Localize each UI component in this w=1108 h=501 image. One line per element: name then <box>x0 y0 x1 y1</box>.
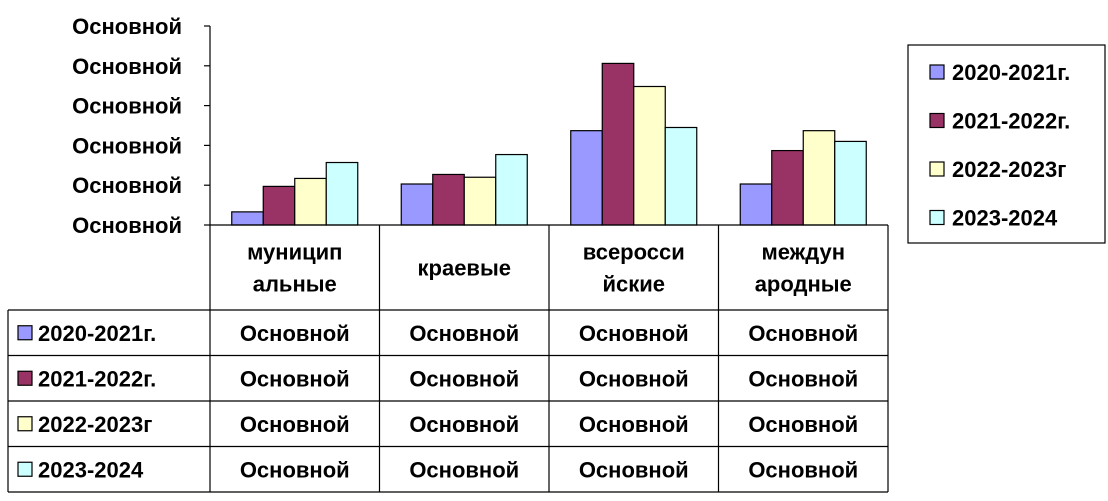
legend-swatch <box>929 161 945 177</box>
bar <box>495 153 528 226</box>
table-row-label: 2020-2021г. <box>38 321 156 346</box>
x-tick-label: альные <box>253 272 337 297</box>
data-label: Основной <box>748 457 858 482</box>
bar <box>739 183 773 226</box>
legend-swatch <box>929 112 945 129</box>
y-tick-label: Основной <box>72 14 182 39</box>
bar <box>802 130 836 226</box>
data-label: Основной <box>579 366 689 391</box>
data-label: Основной <box>240 457 350 482</box>
bar <box>601 62 635 226</box>
bar <box>771 149 804 226</box>
legend-swatch <box>929 64 945 80</box>
data-label: Основной <box>748 366 858 391</box>
y-tick-label: Основной <box>72 133 182 158</box>
data-label: Основной <box>240 366 350 391</box>
bar <box>400 183 434 226</box>
data-label: Основной <box>409 366 519 391</box>
x-tick-label: всеросси <box>583 240 685 265</box>
y-tick-label: Основной <box>72 213 182 238</box>
data-label: Основной <box>579 412 689 437</box>
table-row-label: 2022-2023г <box>38 412 152 437</box>
data-label: Основной <box>409 321 519 346</box>
x-tick-label: краевые <box>418 256 511 281</box>
table-legend-key <box>17 370 33 386</box>
data-label: Основной <box>748 321 858 346</box>
table-row-label: 2023-2024 <box>38 457 144 482</box>
x-tick-label: йские <box>602 272 665 297</box>
x-tick-label: ародные <box>755 272 852 297</box>
table-row-label: 2021-2022г. <box>38 366 156 391</box>
legend-label: 2022-2023г <box>952 157 1066 182</box>
legend-label: 2021-2022г. <box>952 109 1070 134</box>
legend-label: 2020-2021г. <box>952 60 1070 85</box>
table-legend-key <box>17 416 33 432</box>
data-label: Основной <box>579 321 689 346</box>
data-label: Основной <box>409 412 519 437</box>
bar <box>262 185 296 226</box>
y-tick-label: Основной <box>72 54 182 79</box>
bar <box>432 173 465 226</box>
legend-swatch <box>929 209 945 226</box>
data-label: Основной <box>748 412 858 437</box>
bar <box>463 176 497 226</box>
data-label: Основной <box>579 457 689 482</box>
bar <box>570 130 603 226</box>
table-legend-key <box>17 325 33 341</box>
legend-label: 2023-2024 <box>952 206 1058 231</box>
bar <box>294 177 327 226</box>
bar <box>633 85 666 226</box>
data-label: Основной <box>240 321 350 346</box>
bar <box>325 161 359 226</box>
y-tick-label: Основной <box>72 173 182 198</box>
bar <box>231 211 264 226</box>
bar <box>834 140 867 226</box>
y-tick-label: Основной <box>72 94 182 119</box>
table-legend-key <box>17 461 33 477</box>
bar <box>664 126 698 226</box>
data-label: Основной <box>409 457 519 482</box>
x-tick-label: муницип <box>247 240 342 265</box>
data-label: Основной <box>240 412 350 437</box>
x-tick-label: междун <box>761 240 845 265</box>
